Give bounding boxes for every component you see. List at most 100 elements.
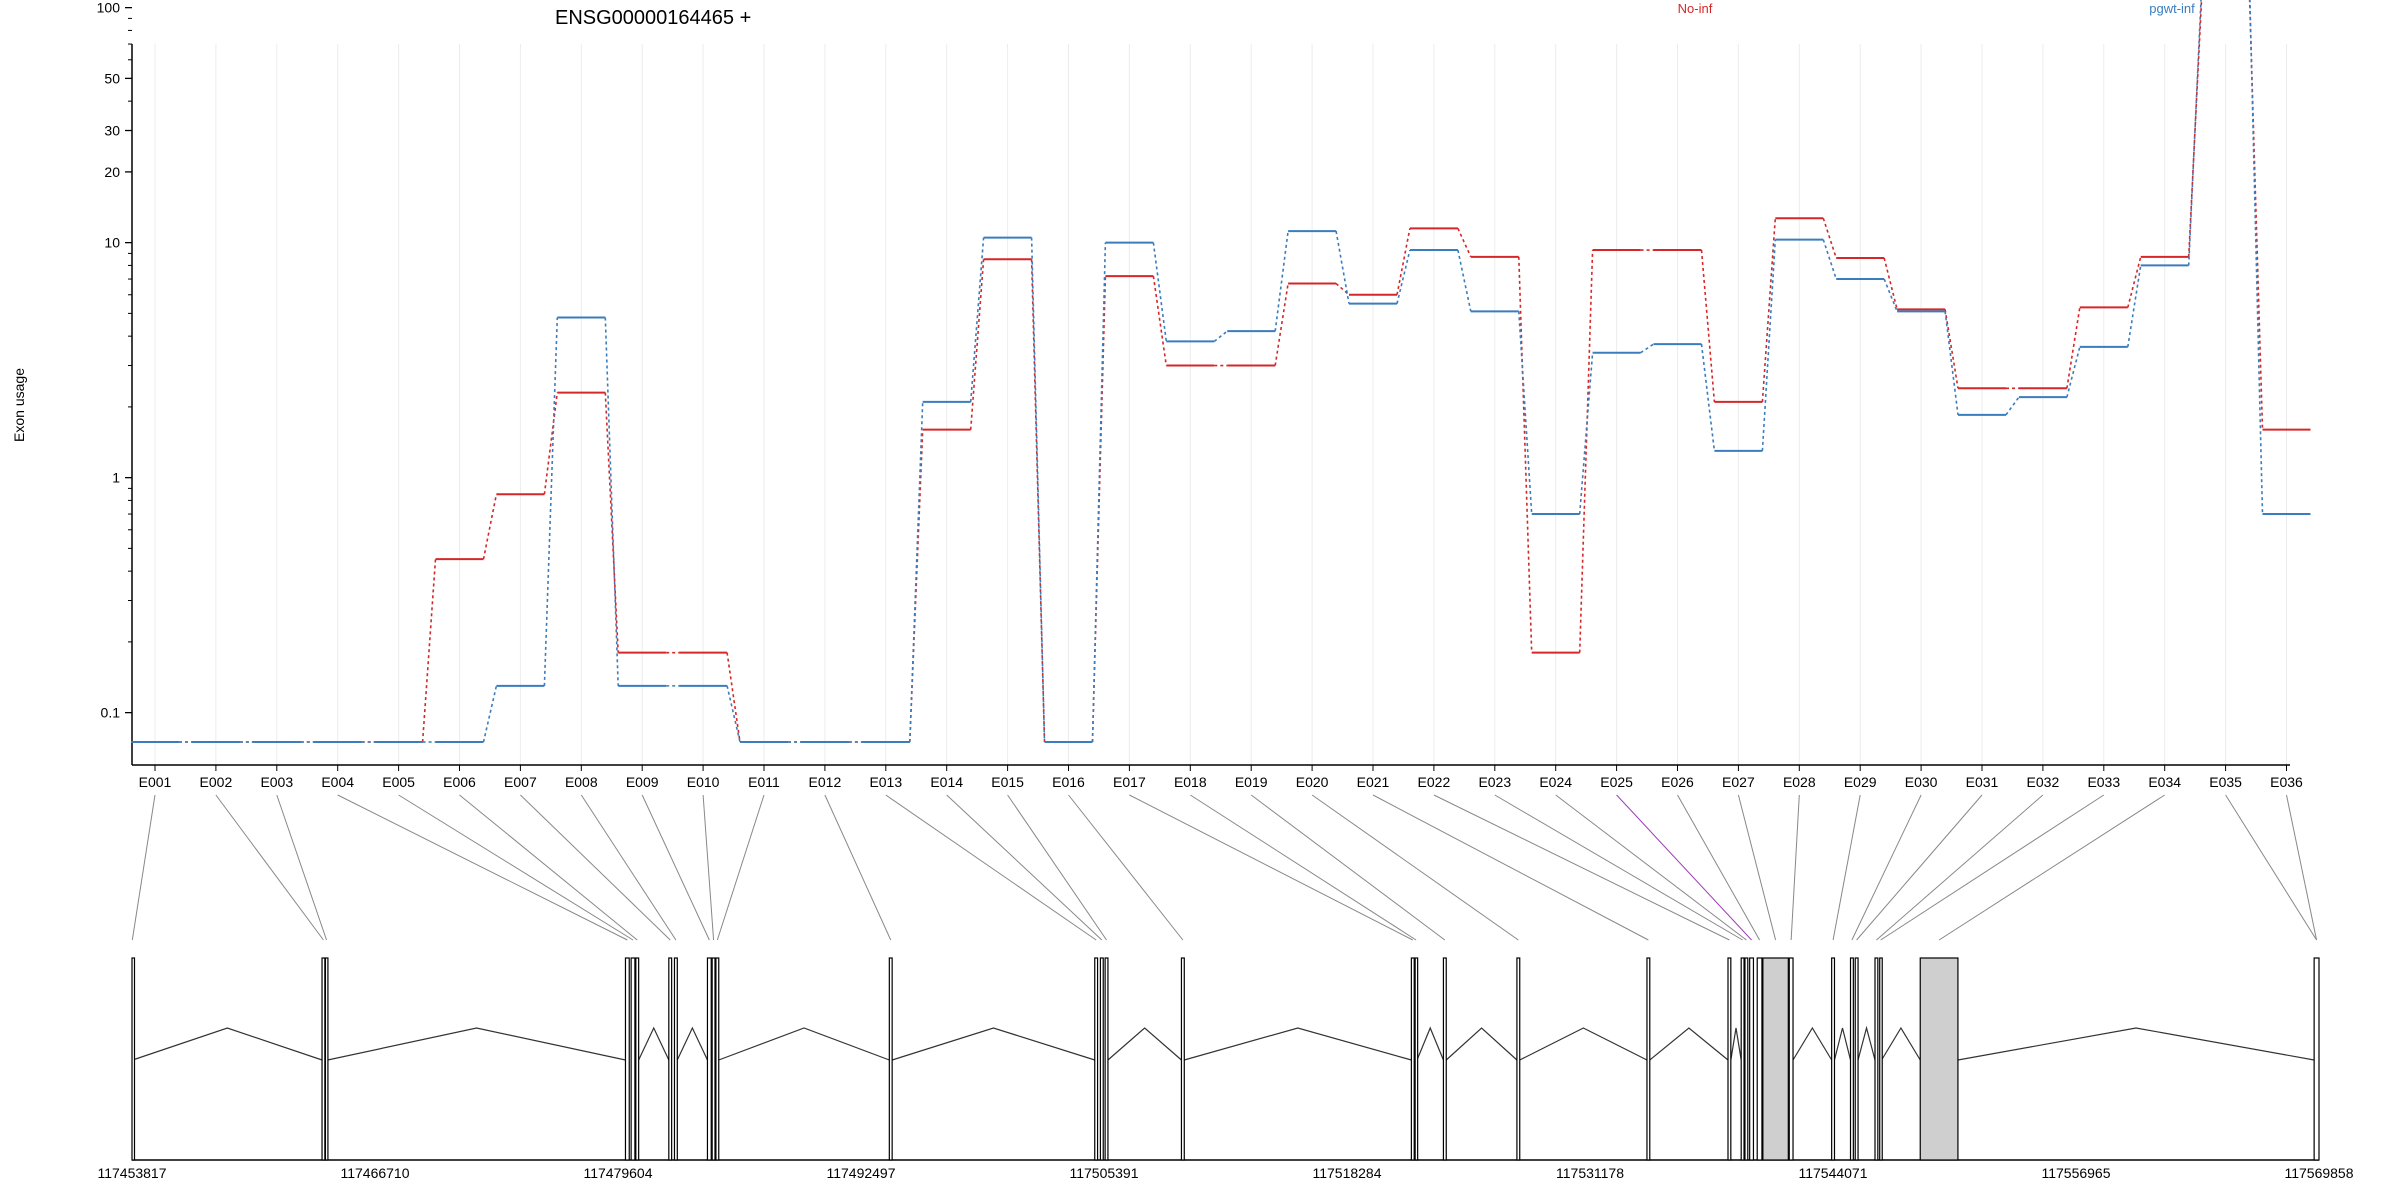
y-tick-label: 20 [104,164,120,180]
x-tick-label: E024 [1539,774,1572,790]
genomic-tick-label: 117466710 [340,1165,409,1181]
step-connector [909,401,924,743]
genomic-tick-label: 117492497 [826,1165,895,1181]
exon-box [673,957,678,1161]
x-tick-label: E025 [1600,774,1633,790]
exon-box [1414,957,1419,1161]
intron-line [1416,1026,1444,1061]
x-tick-label: E021 [1357,774,1390,790]
exon-box [888,957,893,1161]
step-connector [421,559,437,743]
exon-box [1919,957,1959,1161]
x-tick-label: E008 [565,774,598,790]
exon-box [1849,957,1854,1161]
step-connector [1822,217,1837,259]
x-tick-label: E018 [1174,774,1207,790]
intron-line [1833,1027,1852,1061]
exon-box [1094,957,1099,1161]
exon-box [1646,957,1651,1161]
exon-box [715,957,720,1161]
genomic-tick-label: 117505391 [1069,1165,1138,1181]
exon-box [706,957,712,1161]
exon-box [321,957,326,1161]
step-connector [1640,343,1654,354]
exon-connector [824,794,892,941]
x-tick-label: E001 [139,774,172,790]
step-connector [1518,256,1533,653]
x-tick-label: E023 [1478,774,1511,790]
intron-line [1857,1025,1876,1061]
x-tick-label: E036 [2270,774,2303,790]
step-connector [2066,346,2081,398]
exon-box [624,957,630,1161]
exon-connector [946,794,1103,941]
gene-model-track: 117453817 117466710 117479604 117492497 1175… [97,957,2354,1181]
step-connector [482,685,498,743]
exon-connector [1129,794,1414,941]
step-connector [2005,396,2020,416]
exon-box [635,957,640,1161]
x-tick-label: E022 [1418,774,1451,790]
x-tick-label: E035 [2209,774,2242,790]
exon-connector [1790,794,1800,941]
intron-line [1184,1027,1412,1061]
step-connector [1761,218,1777,402]
genomic-tick-label: 117569858 [2284,1165,2353,1181]
exon-connector [1851,794,1922,941]
exon-box [1874,957,1879,1161]
step-connector [1091,242,1107,743]
legend-label-no-inf: No-inf [1678,1,1713,16]
step-connector [726,652,741,743]
step-connector [726,685,741,743]
x-tick-label: E027 [1722,774,1755,790]
exon-box [1104,957,1109,1161]
exon-box [1756,957,1763,1161]
exon-connector [1876,794,2044,941]
exon-connector [1372,794,1649,941]
exon-connector [1433,794,1730,941]
y-axis-label: Exon usage [11,368,27,442]
x-tick-label: E002 [200,774,233,790]
exon-box [1180,957,1185,1161]
y-tick-label: 0.1 [101,705,121,721]
exon-box [1516,957,1521,1161]
x-tick-label: E019 [1235,774,1268,790]
intron-line [132,1027,323,1061]
step-connector [1944,309,1959,389]
exon-connector [2286,794,2318,941]
exon-box [1831,957,1836,1161]
step-connector [1518,311,1533,515]
step-connector [1700,249,1716,402]
step-connector [1883,257,1898,310]
intron-line [1519,1027,1648,1061]
step-connector [1335,230,1350,304]
step-connector [1578,352,1594,515]
chart-title: ENSG00000164465 + [555,7,751,29]
step-connector [2066,307,2081,389]
exon-connector [1880,794,2105,941]
exon-connector [2225,794,2317,941]
x-tick-label: E032 [2027,774,2060,790]
exon-box [1854,957,1859,1161]
exon-connector [215,794,324,941]
step-connector [969,237,985,402]
intron-line [1649,1027,1729,1061]
x-tick-label: E004 [321,774,354,790]
exon-connector-lines [131,794,2318,941]
x-tick-label: E017 [1113,774,1146,790]
exon-box [2313,957,2320,1161]
exon-connector [1190,794,1417,941]
x-tick-label: E020 [1296,774,1329,790]
step-connector [1274,283,1289,366]
genomic-tick-label: 117556965 [2041,1165,2110,1181]
step-connector [1700,344,1716,451]
exon-connector [1494,794,1743,941]
intron-line [1730,1027,1742,1061]
genomic-tick-label: 117453817 [97,1165,166,1181]
exon-usage-series [131,0,2311,743]
genomic-tick-label: 117479604 [583,1165,652,1181]
exon-box [1410,957,1415,1161]
y-tick-label: 100 [97,0,121,16]
step-connector [1457,228,1472,258]
step-connector [2248,0,2264,430]
